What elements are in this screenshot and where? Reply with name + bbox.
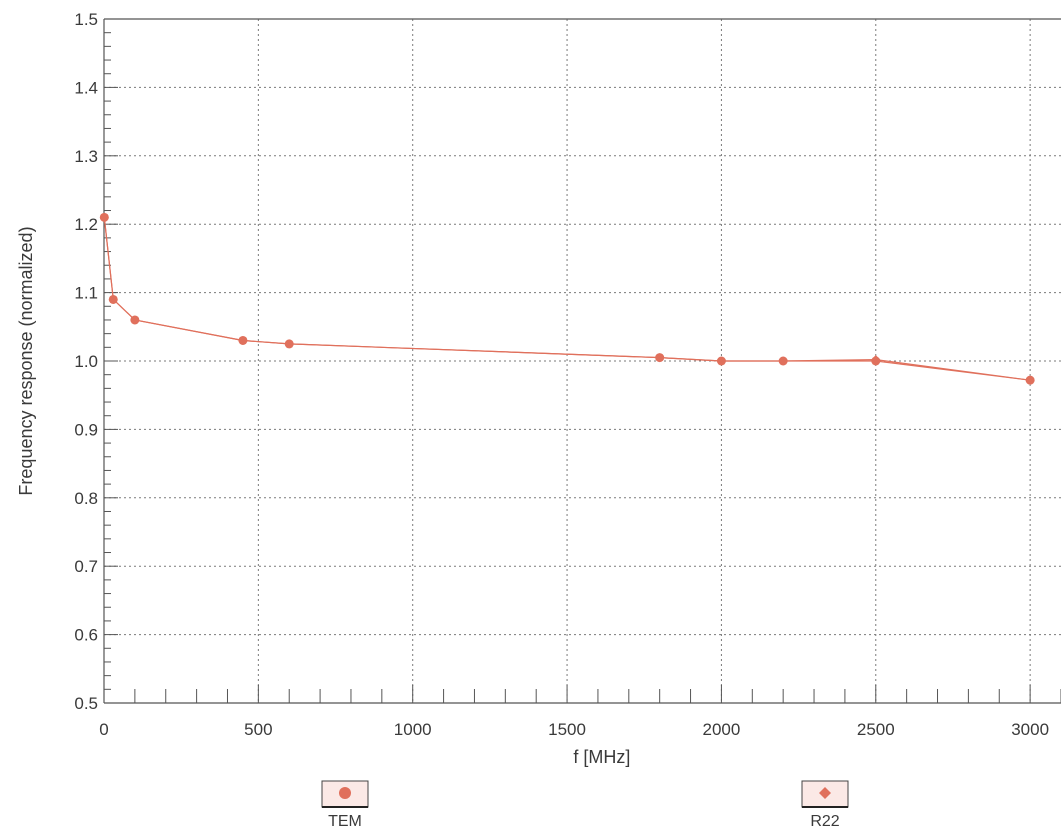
y-tick-label: 0.9 xyxy=(74,420,98,439)
y-tick-label: 1.5 xyxy=(74,10,98,29)
x-tick-label: 2000 xyxy=(703,720,741,739)
y-tick-label: 0.6 xyxy=(74,626,98,645)
legend-label: R22 xyxy=(810,813,839,830)
x-axis-label: f [MHz] xyxy=(573,747,630,767)
x-tick-label: 1000 xyxy=(394,720,432,739)
legend-item-r22: R22 xyxy=(801,780,849,830)
series xyxy=(99,212,1035,385)
data-point-r22 xyxy=(99,212,109,222)
legend: TEM R22 xyxy=(321,780,849,830)
y-axis-label: Frequency response (normalized) xyxy=(16,226,36,495)
ticks xyxy=(103,18,1061,704)
x-tick-label: 3000 xyxy=(1011,720,1049,739)
legend-marker-circle xyxy=(339,787,351,799)
grid xyxy=(104,18,1061,703)
y-tick-label: 1.4 xyxy=(74,78,98,97)
legend-marker-diamond xyxy=(819,787,831,799)
legend-item-tem: TEM xyxy=(321,780,369,830)
data-point-r22 xyxy=(284,339,294,349)
x-tick-label: 500 xyxy=(244,720,272,739)
data-point-r22 xyxy=(871,355,881,365)
y-tick-label: 1.1 xyxy=(74,284,98,303)
y-tick-label: 0.7 xyxy=(74,557,98,576)
data-point-r22 xyxy=(778,356,788,366)
y-tick-label: 1.3 xyxy=(74,147,98,166)
y-tick-label: 0.5 xyxy=(74,694,98,713)
data-point-r22 xyxy=(655,353,665,363)
axes xyxy=(103,18,1061,704)
data-point-r22 xyxy=(130,315,140,325)
y-tick-label: 0.8 xyxy=(74,489,98,508)
y-tick-label: 1.2 xyxy=(74,215,98,234)
data-point-r22 xyxy=(108,294,118,304)
series-line-r22 xyxy=(103,217,1031,381)
x-tick-label: 2500 xyxy=(857,720,895,739)
legend-label: TEM xyxy=(328,813,362,830)
tick-labels: 0.5 0.6 0.7 0.8 0.9 1.0 1.1 1.2 1.3 1.4 1.5 0 500 100… xyxy=(74,10,1049,739)
data-point-r22 xyxy=(716,356,726,366)
x-tick-label: 0 xyxy=(99,720,108,739)
y-tick-label: 1.0 xyxy=(74,352,98,371)
x-tick-label: 1500 xyxy=(548,720,586,739)
data-point-r22 xyxy=(1025,375,1035,385)
data-point-r22 xyxy=(238,335,248,345)
